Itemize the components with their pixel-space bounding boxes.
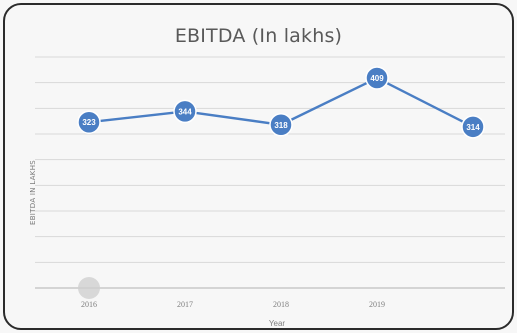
data-label: 318: [274, 121, 288, 130]
data-point-marker: [461, 115, 485, 139]
data-point-marker: [269, 113, 293, 137]
data-label: 314: [466, 123, 480, 132]
data-point-marker: [77, 110, 101, 134]
data-label: 323: [82, 118, 96, 127]
line-chart: 2016 2017 2018 2019 Year EBITDA IN LAKHS 323 34…: [29, 56, 505, 328]
x-tick-label: 2018: [273, 300, 289, 309]
axis-origin-marker: [78, 277, 100, 299]
data-point-marker: [173, 99, 197, 124]
data-label: 344: [178, 107, 192, 116]
x-axis-title: Year: [269, 319, 286, 328]
chart-frame: EBITDA (In lakhs) 2016 2017 2018 2019 Year EB…: [3, 3, 514, 330]
data-point-marker: [365, 66, 389, 90]
y-axis-title: EBITDA IN LAKHS: [29, 160, 37, 225]
x-tick-label: 2017: [177, 300, 193, 309]
x-tick-label: 2019: [369, 300, 385, 309]
chart-title: EBITDA (In lakhs): [174, 25, 343, 47]
x-tick-label: 2016: [81, 300, 97, 309]
data-label: 409: [370, 74, 384, 83]
